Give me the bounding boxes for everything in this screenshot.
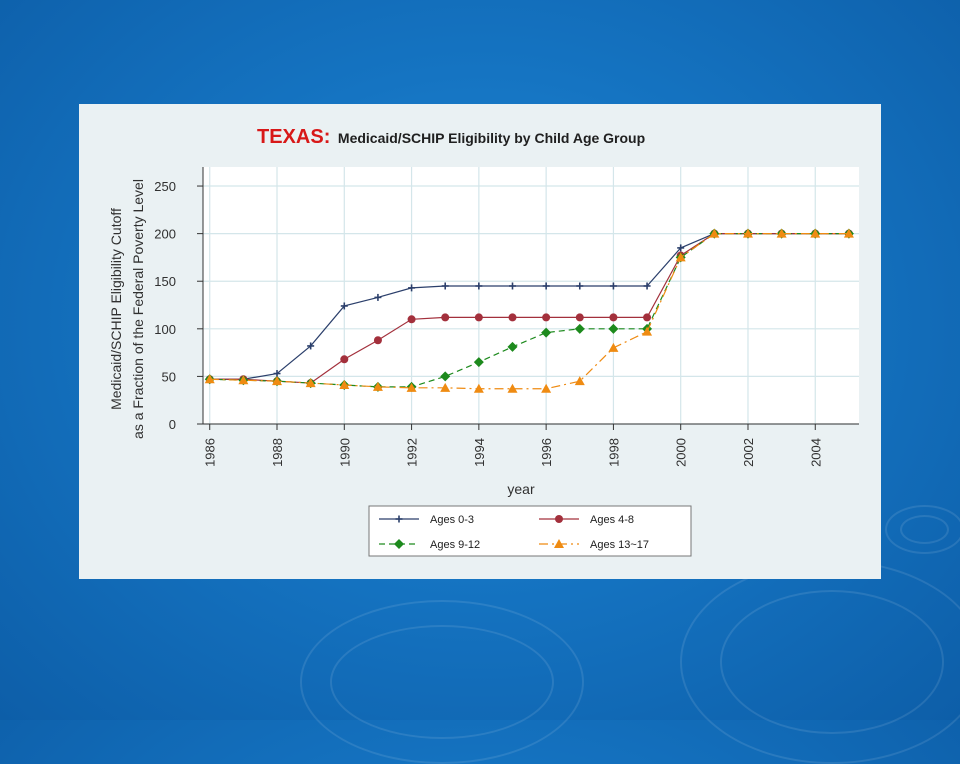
data-point [542,313,551,322]
data-point [473,357,484,368]
background-ripple [330,625,554,739]
data-point [576,282,584,290]
data-point [675,252,686,262]
legend-marker [554,539,564,548]
background-ripple [885,505,960,554]
chart-title: TEXAS: Medicaid/SCHIP Eligibility by Chi… [257,126,645,148]
data-point [307,342,315,350]
legend-box [368,505,692,557]
data-point [473,383,484,393]
background-ripple [720,590,944,734]
data-point [374,293,382,301]
axis-ticks: 0 50 100 150 200 250 1986 1988 1990 1992 1994 1996 1… [154,179,823,467]
data-point [810,228,821,238]
x-axis-label: year [507,481,535,497]
data-point [508,282,516,290]
plot-area [203,167,859,424]
y-tick-label: 50 [162,369,176,384]
y-tick-label: 200 [154,227,176,242]
x-tick-label: 1998 [606,438,621,467]
series-line [209,233,849,384]
data-point [541,383,552,393]
chart-subtitle: Medicaid/SCHIP Eligibility by Child Age … [338,130,645,146]
data-point [238,375,249,385]
legend-label: Ages 0-3 [430,514,474,526]
data-point [609,313,618,322]
y-axis-label: Medicaid/SCHIP Eligibility Cutoff [108,208,124,410]
data-point [574,376,585,386]
data-point [440,371,451,382]
x-tick-label: 1988 [270,438,285,467]
data-point [272,376,283,386]
legend-marker [395,515,403,523]
x-tick-label: 1992 [405,438,420,467]
data-point [373,336,382,345]
data-point [474,313,483,322]
x-tick-label: 1996 [539,438,554,467]
legend-item: Ages 0-3 [379,514,474,526]
legend: Ages 0-3 Ages 4-8 Ages 9-12 Ages 13~17 [379,514,649,551]
data-point [372,381,383,391]
legend-label: Ages 4-8 [590,514,634,526]
data-point [440,382,451,392]
data-point [508,313,517,322]
data-point [441,282,449,290]
legend-label: Ages 9-12 [430,539,480,551]
y-tick-label: 150 [154,274,176,289]
legend-item: Ages 4-8 [539,514,634,526]
data-point [305,378,316,388]
data-point [608,342,619,352]
data-point [709,228,720,238]
data-point [441,313,450,322]
legend-item: Ages 13~17 [539,539,649,551]
data-point [507,383,518,393]
series-4 [204,228,854,393]
data-point [406,382,417,392]
y-tick-label: 0 [169,417,176,432]
series-layer [204,228,854,393]
data-point [507,341,518,352]
legend-marker [555,515,563,523]
data-point [340,355,349,364]
y-axis-label-line2: as a Fraction of the Federal Poverty Lev… [130,179,146,439]
data-point [642,326,653,336]
data-point [407,315,416,324]
x-tick-label: 1994 [472,438,487,467]
data-point [408,284,416,292]
y-tick-label: 100 [154,322,176,337]
data-point [609,282,617,290]
chart-panel: TEXAS: Medicaid/SCHIP Eligibility by Chi… [79,104,881,579]
x-tick-label: 2002 [741,438,756,467]
data-point [776,228,787,238]
data-point [541,327,552,338]
data-point [608,323,619,334]
x-tick-label: 2004 [808,438,823,467]
data-point [339,379,350,389]
data-point [843,228,854,238]
y-tick-label: 250 [154,179,176,194]
legend-marker [394,539,404,549]
data-point [542,282,550,290]
line-chart: TEXAS: Medicaid/SCHIP Eligibility by Chi… [108,126,859,557]
x-tick-label: 2000 [674,438,689,467]
data-point [575,313,584,322]
data-point [643,282,651,290]
data-point [574,323,585,334]
data-point [204,374,215,384]
legend-label: Ages 13~17 [590,539,649,551]
data-point [742,228,753,238]
x-tick-label: 1990 [337,438,352,467]
data-point [475,282,483,290]
x-tick-label: 1986 [203,438,218,467]
data-point [340,302,348,310]
legend-item: Ages 9-12 [379,539,480,551]
data-point [643,313,652,322]
background-ripple [900,515,949,544]
data-point [677,244,685,252]
data-point [273,370,281,378]
